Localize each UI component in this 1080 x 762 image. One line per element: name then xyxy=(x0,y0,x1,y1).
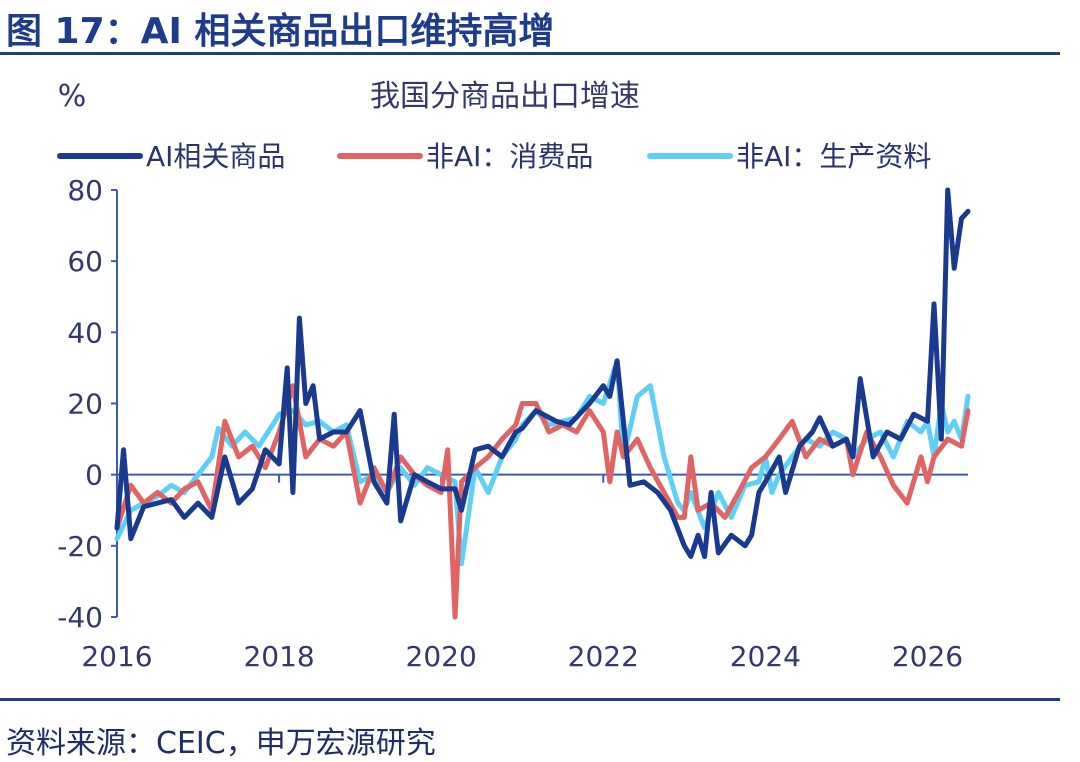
chart-title: 我国分商品出口增速 xyxy=(370,79,640,114)
series-line-0 xyxy=(114,187,971,559)
x-tick-label: 2016 xyxy=(81,640,152,673)
y-tick-label: -40 xyxy=(57,601,103,634)
x-tick-label: 2024 xyxy=(730,640,801,673)
title-rule xyxy=(0,52,1060,55)
source-note: 资料来源：CEIC，申万宏源研究 xyxy=(6,726,436,761)
y-tick-label: 0 xyxy=(85,459,103,492)
x-tick-label: 2022 xyxy=(568,640,639,673)
y-axis-unit-label: % xyxy=(58,79,87,114)
x-tick-label: 2018 xyxy=(243,640,314,673)
y-tick-label: 40 xyxy=(67,316,103,349)
axes: 80 60 40 20 0 -20 -40 2016 2018 2020 2022 2024 2026 xyxy=(57,174,968,673)
legend-label: AI相关商品 xyxy=(146,140,285,173)
x-tick-label: 2026 xyxy=(892,640,963,673)
legend-label: 非AI：生产资料 xyxy=(736,140,931,173)
series-lines xyxy=(114,187,971,620)
legend-label: 非AI：消费品 xyxy=(426,140,593,173)
source-rule xyxy=(0,698,1060,701)
y-tick-label: -20 xyxy=(57,530,103,563)
y-tick-label: 80 xyxy=(67,174,103,207)
legend: AI相关商品 非AI：消费品 非AI：生产资料 xyxy=(57,140,931,173)
y-tick-label: 60 xyxy=(67,245,103,278)
figure-title: 图 17：AI 相关商品出口维持高增 xyxy=(6,11,555,52)
line-chart: 我国分商品出口增速 % AI相关商品 非AI：消费品 非AI：生产资料 80 60 40… xyxy=(57,79,971,673)
series-line-1 xyxy=(114,383,971,620)
x-tick-label: 2020 xyxy=(406,640,477,673)
y-tick-label: 20 xyxy=(67,388,103,421)
series-line-2 xyxy=(114,358,971,567)
